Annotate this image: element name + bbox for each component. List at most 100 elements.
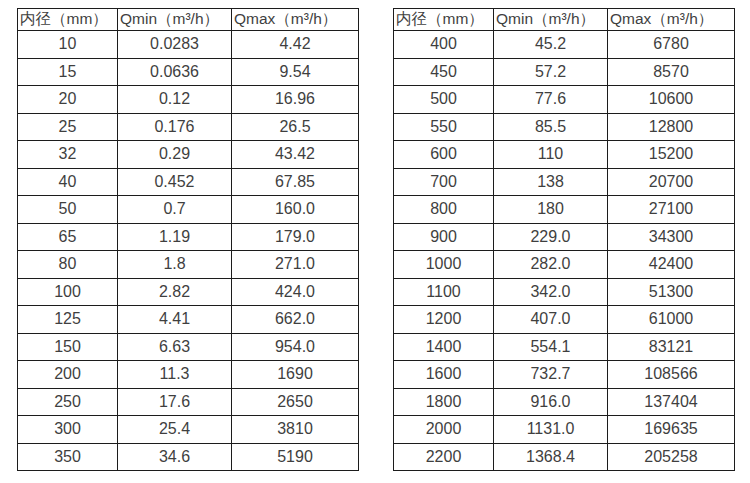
tables-container: 内径（mm） Qmin（m³/h） Qmax（m³/h） 100.02834.4…	[0, 0, 750, 471]
table-cell: 43.42	[232, 141, 359, 169]
table-cell: 0.0636	[118, 58, 232, 86]
table-cell: 1690	[232, 361, 359, 389]
table-body: 40045.2678045057.2857050077.61060055085.…	[394, 31, 735, 471]
table-cell: 20	[18, 86, 118, 114]
table-cell: 15	[18, 58, 118, 86]
table-row: 70013820700	[394, 168, 735, 196]
table-cell: 3810	[232, 416, 359, 444]
table-row: 35034.65190	[18, 443, 359, 471]
table-cell: 45.2	[494, 31, 608, 59]
table-cell: 34300	[608, 223, 735, 251]
table-cell: 916.0	[494, 388, 608, 416]
table-cell: 1200	[394, 306, 494, 334]
table-cell: 8570	[608, 58, 735, 86]
table-row: 55085.512800	[394, 113, 735, 141]
table-cell: 1400	[394, 333, 494, 361]
col-header-qmax: Qmax（m³/h）	[232, 9, 359, 31]
table-cell: 282.0	[494, 251, 608, 279]
table-cell: 5190	[232, 443, 359, 471]
table-cell: 42400	[608, 251, 735, 279]
table-cell: 34.6	[118, 443, 232, 471]
table-row: 400.45267.85	[18, 168, 359, 196]
table-cell: 40	[18, 168, 118, 196]
table-cell: 180	[494, 196, 608, 224]
table-cell: 1.19	[118, 223, 232, 251]
table-row: 30025.43810	[18, 416, 359, 444]
table-cell: 0.452	[118, 168, 232, 196]
table-row: 45057.28570	[394, 58, 735, 86]
table-cell: 300	[18, 416, 118, 444]
col-header-qmin: Qmin（m³/h）	[494, 9, 608, 31]
table-cell: 954.0	[232, 333, 359, 361]
table-row: 250.17626.5	[18, 113, 359, 141]
table-cell: 2650	[232, 388, 359, 416]
flow-table-large-diameter: 内径（mm） Qmin（m³/h） Qmax（m³/h） 40045.26780…	[393, 8, 735, 471]
table-row: 651.19179.0	[18, 223, 359, 251]
header-row: 内径（mm） Qmin（m³/h） Qmax（m³/h）	[18, 9, 359, 31]
table-cell: 77.6	[494, 86, 608, 114]
table-cell: 4.42	[232, 31, 359, 59]
table-cell: 12800	[608, 113, 735, 141]
table-cell: 137404	[608, 388, 735, 416]
col-header-diameter: 内径（mm）	[394, 9, 494, 31]
table-cell: 407.0	[494, 306, 608, 334]
table-cell: 1000	[394, 251, 494, 279]
table-cell: 179.0	[232, 223, 359, 251]
table-cell: 1600	[394, 361, 494, 389]
table-row: 1254.41662.0	[18, 306, 359, 334]
table-cell: 2200	[394, 443, 494, 471]
table-cell: 250	[18, 388, 118, 416]
table-row: 1100342.051300	[394, 278, 735, 306]
table-cell: 662.0	[232, 306, 359, 334]
header-row: 内径（mm） Qmin（m³/h） Qmax（m³/h）	[394, 9, 735, 31]
table-row: 60011015200	[394, 141, 735, 169]
table-cell: 1131.0	[494, 416, 608, 444]
table-cell: 450	[394, 58, 494, 86]
table-cell: 160.0	[232, 196, 359, 224]
table-row: 100.02834.42	[18, 31, 359, 59]
table-row: 1200407.061000	[394, 306, 735, 334]
table-cell: 61000	[608, 306, 735, 334]
table-cell: 16.96	[232, 86, 359, 114]
table-cell: 2000	[394, 416, 494, 444]
table-cell: 20700	[608, 168, 735, 196]
flow-table-small-diameter: 内径（mm） Qmin（m³/h） Qmax（m³/h） 100.02834.4…	[17, 8, 359, 471]
table-cell: 550	[394, 113, 494, 141]
table-cell: 732.7	[494, 361, 608, 389]
table-cell: 110	[494, 141, 608, 169]
table-cell: 10	[18, 31, 118, 59]
table-body: 100.02834.42150.06369.54200.1216.96250.1…	[18, 31, 359, 471]
table-row: 25017.62650	[18, 388, 359, 416]
table-cell: 25.4	[118, 416, 232, 444]
table-row: 801.8271.0	[18, 251, 359, 279]
table-cell: 200	[18, 361, 118, 389]
col-header-diameter: 内径（mm）	[18, 9, 118, 31]
table-row: 200.1216.96	[18, 86, 359, 114]
table-cell: 500	[394, 86, 494, 114]
table-row: 500.7160.0	[18, 196, 359, 224]
table-cell: 25	[18, 113, 118, 141]
table-cell: 15200	[608, 141, 735, 169]
table-cell: 80	[18, 251, 118, 279]
table-cell: 600	[394, 141, 494, 169]
table-cell: 4.41	[118, 306, 232, 334]
table-cell: 125	[18, 306, 118, 334]
table-cell: 0.7	[118, 196, 232, 224]
table-cell: 6780	[608, 31, 735, 59]
table-row: 20011.31690	[18, 361, 359, 389]
table-cell: 424.0	[232, 278, 359, 306]
table-cell: 65	[18, 223, 118, 251]
table-cell: 554.1	[494, 333, 608, 361]
table-row: 150.06369.54	[18, 58, 359, 86]
table-cell: 800	[394, 196, 494, 224]
table-cell: 11.3	[118, 361, 232, 389]
col-header-qmax: Qmax（m³/h）	[608, 9, 735, 31]
table-cell: 342.0	[494, 278, 608, 306]
table-cell: 17.6	[118, 388, 232, 416]
table-cell: 138	[494, 168, 608, 196]
table-cell: 229.0	[494, 223, 608, 251]
table-cell: 150	[18, 333, 118, 361]
table-cell: 205258	[608, 443, 735, 471]
table-cell: 26.5	[232, 113, 359, 141]
table-cell: 0.176	[118, 113, 232, 141]
